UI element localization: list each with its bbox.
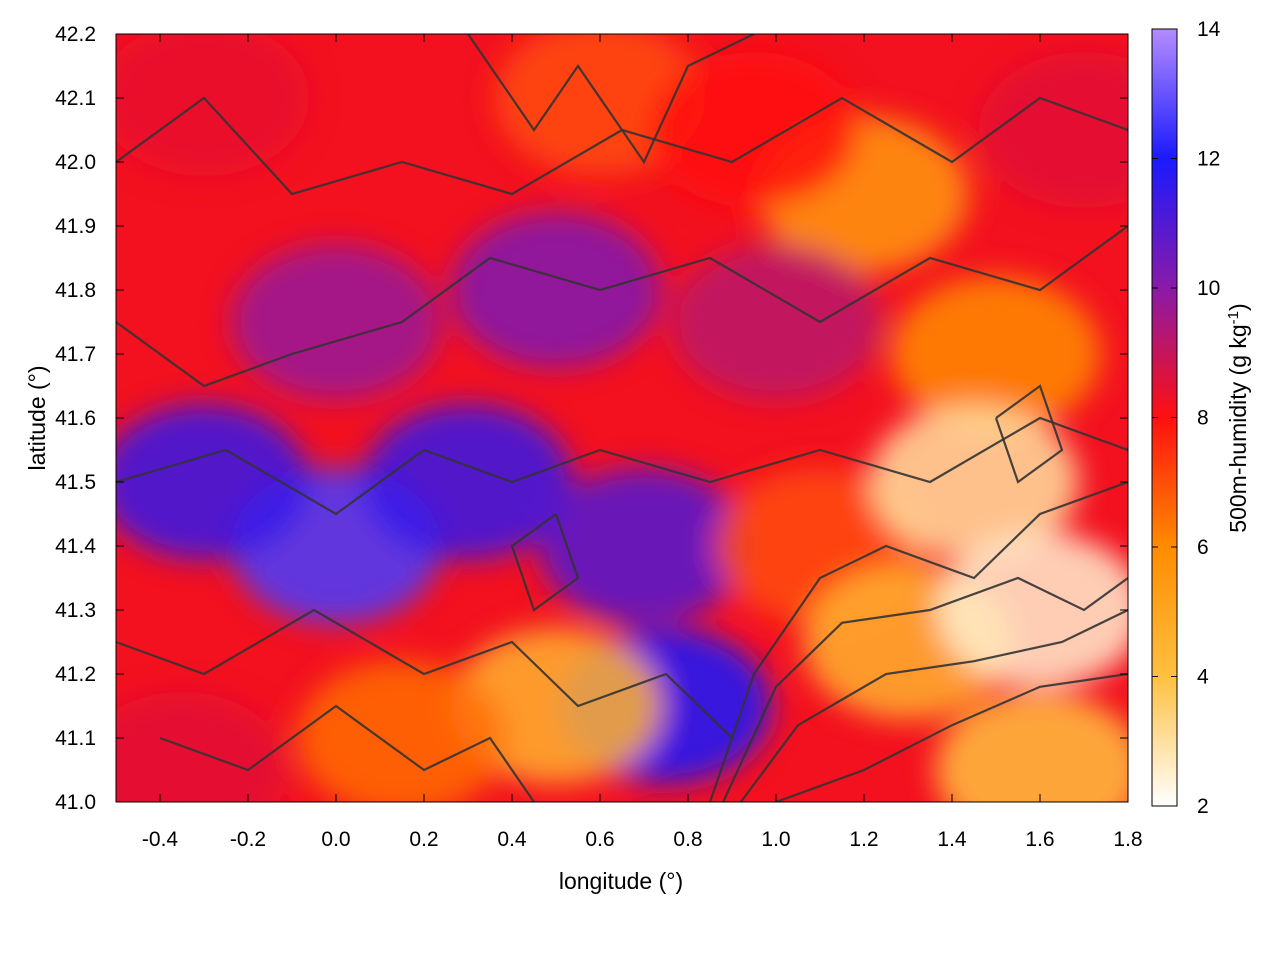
x-tick-label: 0.0 [321, 828, 350, 851]
colorbar-ticks: 2 4 6 8 10 12 14 [1152, 18, 1221, 818]
heatmap-region [363, 404, 573, 560]
y-tick-label: 41.2 [55, 663, 96, 686]
contour-line [116, 416, 1128, 516]
heatmap-region [231, 244, 441, 400]
y-tick-label: 41.0 [55, 791, 96, 814]
contour-line [722, 576, 1128, 802]
contour-line [510, 513, 580, 612]
heatmap-region [979, 52, 1128, 208]
contour-line [775, 672, 1128, 802]
colorbar-title-base: 500m-humidity (g kg [1225, 324, 1251, 532]
x-tick-label: 1.2 [849, 828, 878, 851]
heatmap-region [539, 468, 749, 624]
y-tick-label: 42.0 [55, 151, 96, 174]
x-tick-label: 1.6 [1025, 828, 1054, 851]
colorbar-title-end: ) [1225, 303, 1251, 311]
y-axis: 41.0 41.1 41.2 41.3 41.4 41.5 41.6 41.7 41.8 41.9… [55, 23, 1128, 814]
y-tick-label: 41.1 [55, 727, 96, 750]
y-tick-label: 41.8 [55, 279, 96, 302]
y-tick-label: 41.7 [55, 343, 96, 366]
colorbar-title: 500m-humidity (g kg-1) [1225, 303, 1251, 532]
y-axis-title: latitude (°) [24, 365, 50, 470]
contour-line [994, 384, 1064, 484]
x-tick-label: 1.4 [937, 828, 967, 851]
colorbar-title-sup: -1 [1225, 311, 1242, 324]
colorbar-tick-label: 10 [1197, 277, 1220, 300]
heatmap-region [116, 404, 309, 560]
x-tick-label: -0.4 [142, 828, 179, 851]
y-tick-label: 42.2 [55, 23, 96, 46]
x-tick-label: -0.2 [230, 828, 266, 851]
y-tick-label: 41.3 [55, 599, 96, 622]
heatmap-region [891, 276, 1101, 432]
plot-area [116, 34, 1128, 802]
heatmap-field [116, 34, 1128, 802]
y-tick-label: 41.4 [55, 535, 96, 558]
x-tick-label: 1.0 [761, 828, 790, 851]
heatmap-region [649, 52, 859, 208]
x-tick-label: 1.8 [1113, 828, 1142, 851]
y-tick-label: 41.6 [55, 407, 96, 430]
heatmap-region [116, 34, 309, 176]
x-axis: -0.4 -0.2 0.0 0.2 0.4 0.6 0.8 1.0 1.2 1.4 1.6 1.8 [142, 34, 1143, 851]
y-tick-label: 41.5 [55, 471, 96, 494]
colorbar-tick-label: 6 [1197, 536, 1209, 559]
y-tick-label: 41.9 [55, 215, 96, 238]
heatmap-region [935, 532, 1128, 688]
heatmap-region [671, 244, 881, 400]
contour-line [467, 34, 755, 165]
heatmap-region [297, 660, 507, 802]
colorbar-tick-label: 8 [1197, 407, 1209, 430]
contour-line [116, 225, 1128, 388]
contour-line [708, 480, 1128, 802]
contour-line [739, 609, 1128, 802]
colorbar-tick-label: 2 [1197, 795, 1209, 818]
colorbar: 2 4 6 8 10 12 14 500m-humidity (g kg-1) [1151, 18, 1251, 818]
colorbar-tick-label: 14 [1197, 18, 1221, 41]
heatmap-region [869, 404, 1079, 560]
x-axis-title: longitude (°) [559, 868, 683, 894]
x-tick-label: 0.4 [497, 828, 527, 851]
heatmap-region [451, 212, 661, 368]
contour-line [116, 608, 733, 739]
colorbar-tick-label: 4 [1197, 666, 1209, 689]
x-tick-label: 0.6 [585, 828, 614, 851]
y-tick-label: 42.1 [55, 87, 96, 110]
contour-line [159, 704, 535, 802]
contour-lines [116, 34, 1128, 802]
x-tick-label: 0.2 [409, 828, 438, 851]
x-tick-label: 0.8 [673, 828, 702, 851]
heatmap-region [935, 692, 1128, 802]
heatmap-region [116, 692, 287, 802]
colorbar-tick-label: 12 [1197, 148, 1220, 171]
